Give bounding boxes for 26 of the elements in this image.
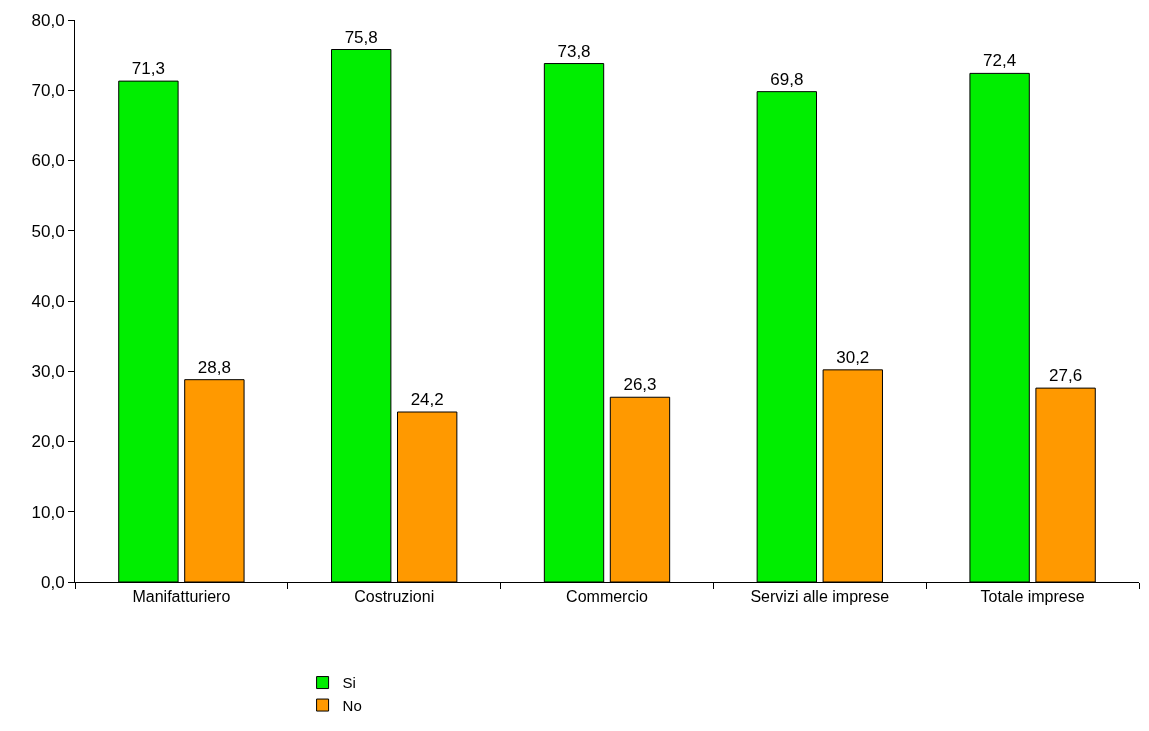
y-tick-label: 0,0	[40, 572, 65, 592]
y-tick-label: 80,0	[31, 10, 65, 30]
x-tick-label: Commercio	[566, 588, 648, 606]
y-tick-label: 50,0	[31, 221, 65, 241]
x-tick-label: Servizi alle imprese	[750, 588, 890, 606]
y-tick-label: 30,0	[31, 362, 65, 382]
data-label: 73,8	[557, 41, 591, 61]
y-tick-label: 40,0	[31, 291, 65, 311]
data-label: 27,6	[1049, 366, 1083, 386]
data-label: 24,2	[410, 390, 444, 409]
y-tick-label: 60,0	[31, 151, 65, 171]
data-label: 28,8	[197, 357, 231, 377]
legend-label: Si	[342, 674, 356, 692]
y-tick-label: 70,0	[31, 81, 65, 101]
x-tick-label: Totale imprese	[980, 588, 1085, 606]
data-label: 75,8	[344, 27, 378, 47]
x-tick-label: Costruzioni	[354, 588, 435, 606]
data-label: 72,4	[983, 51, 1017, 71]
y-tick-label: 20,0	[31, 432, 65, 452]
data-label: 71,3	[131, 59, 165, 79]
data-label: 26,3	[623, 375, 657, 395]
data-label: 30,2	[836, 347, 870, 367]
data-label: 69,8	[770, 69, 804, 89]
y-tick-label: 10,0	[31, 502, 65, 522]
x-tick-label: Manifatturiero	[132, 588, 231, 606]
legend-label: No	[342, 696, 362, 714]
